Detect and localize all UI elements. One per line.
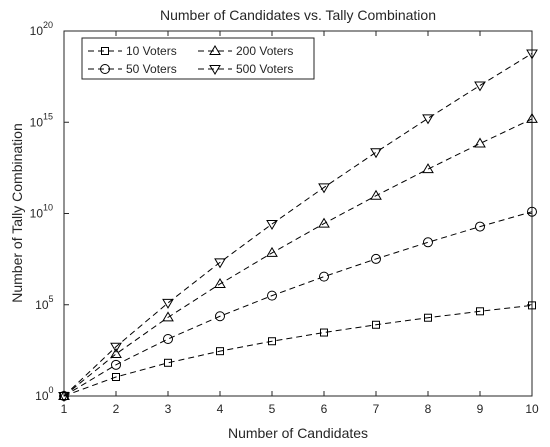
data-point (422, 114, 434, 125)
legend-label: 50 Voters (126, 62, 177, 76)
y-tick-exponent: 10 (43, 203, 53, 213)
y-tick-exponent: 20 (43, 20, 53, 30)
series-layer (58, 49, 538, 402)
data-point (476, 307, 484, 316)
data-point (422, 163, 434, 174)
x-axis-label: Number of Candidates (228, 425, 368, 441)
data-point (266, 246, 278, 257)
plot-frame (63, 30, 533, 397)
data-point (164, 358, 172, 367)
data-point (267, 290, 277, 301)
legend-marker (209, 45, 221, 55)
x-tick-label: 8 (425, 402, 432, 416)
data-point (474, 81, 486, 92)
data-point (216, 347, 224, 356)
y-tick-label: 10 0 (35, 385, 53, 403)
data-point (474, 137, 486, 148)
y-tick-base: 10 (30, 24, 44, 38)
legend-label: 10 Voters (126, 44, 177, 58)
data-point (475, 221, 485, 232)
x-tick-label: 1 (61, 402, 68, 416)
y-tick-base: 10 (35, 389, 49, 403)
y-tick-exponent: 0 (49, 385, 54, 395)
data-point (371, 253, 381, 264)
legend-marker (100, 64, 110, 74)
x-tick-label: 9 (477, 402, 484, 416)
chart-title: Number of Candidates vs. Tally Combinati… (160, 7, 436, 23)
series-200-voters (58, 112, 538, 400)
data-point (527, 206, 537, 217)
series-line (63, 53, 533, 397)
data-point (214, 258, 226, 269)
x-tick-label: 4 (217, 402, 224, 416)
data-point (318, 183, 330, 194)
y-tick-label: 10 20 (30, 20, 53, 38)
legend-item: 500 Voters (198, 62, 293, 76)
data-point (214, 277, 226, 288)
y-tick-exponent: 5 (49, 294, 54, 304)
x-tick-label: 6 (321, 402, 328, 416)
x-tick-label: 5 (269, 402, 276, 416)
legend-item: 200 Voters (198, 44, 293, 58)
legend: 10 Voters 50 Voters 200 Voters 500 Voters (81, 37, 315, 80)
data-point (319, 271, 329, 282)
x-tick-label: 3 (165, 402, 172, 416)
data-point (110, 347, 122, 358)
data-point (266, 220, 278, 230)
data-point (163, 334, 173, 345)
legend-label: 200 Voters (236, 44, 293, 58)
data-point (526, 49, 538, 60)
data-point (318, 217, 330, 228)
y-tick-label: 10 10 (30, 203, 53, 221)
y-tick-base: 10 (35, 298, 49, 312)
y-tick-base: 10 (30, 115, 44, 129)
data-point (370, 148, 382, 159)
y-tick-exponent: 15 (43, 111, 53, 121)
data-point (162, 298, 174, 309)
series-line (63, 118, 533, 397)
x-tick-label: 10 (525, 402, 539, 416)
x-tick-label: 2 (113, 402, 120, 416)
y-tick-label: 10 15 (30, 111, 53, 129)
y-tick-base: 10 (30, 207, 44, 221)
data-point (526, 112, 538, 123)
legend-marker (209, 65, 221, 75)
data-point (110, 342, 122, 353)
data-point (528, 301, 536, 310)
data-point (370, 189, 382, 200)
data-point (372, 320, 380, 329)
data-point (320, 328, 328, 337)
data-point (162, 311, 174, 322)
y-tick-label: 10 5 (35, 294, 53, 312)
series-line (63, 211, 533, 397)
y-axis-label: Number of Tally Combination (9, 123, 25, 303)
x-tick-label: 7 (373, 402, 380, 416)
data-point (423, 237, 433, 248)
data-point (215, 311, 225, 322)
legend-marker (101, 47, 109, 55)
series-500-voters (58, 49, 538, 402)
data-point (111, 359, 121, 370)
data-point (58, 390, 70, 400)
data-point (112, 372, 120, 381)
data-point (268, 337, 276, 346)
series-line (63, 304, 533, 397)
legend-label: 500 Voters (236, 62, 293, 76)
legend-item: 50 Voters (88, 62, 177, 76)
data-point (424, 313, 432, 322)
data-point (58, 392, 70, 402)
legend-box (81, 37, 315, 80)
legend-item: 10 Voters (88, 44, 177, 58)
